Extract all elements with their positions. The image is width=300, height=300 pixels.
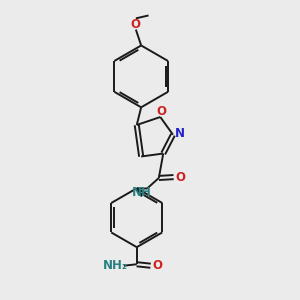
Text: NH: NH xyxy=(132,186,152,199)
Text: O: O xyxy=(131,18,141,31)
Text: O: O xyxy=(157,105,166,118)
Text: O: O xyxy=(175,171,185,184)
Text: N: N xyxy=(174,127,184,140)
Text: NH₂: NH₂ xyxy=(103,259,128,272)
Text: O: O xyxy=(152,259,162,272)
